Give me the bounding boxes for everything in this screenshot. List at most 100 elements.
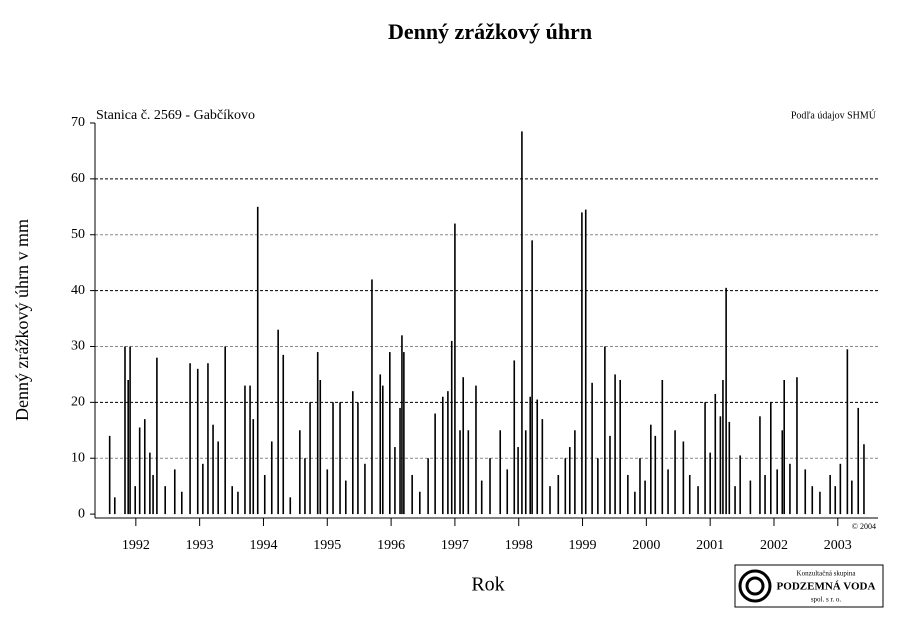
bar [319,380,322,515]
bar [581,212,583,515]
x-tick-label: 1995 [313,538,341,553]
bar [394,447,396,515]
bar [252,419,255,515]
bar [129,346,131,515]
bar [863,444,865,515]
y-axis-title: Denný zrážkový úhrn v mm [12,219,32,421]
bar [249,385,251,515]
x-tick-label: 2001 [696,538,724,553]
bar [401,335,403,515]
x-tick-label: 2003 [824,538,852,553]
station-label: Stanica č. 2569 - Gabčíkovo [96,108,255,123]
bar [609,435,611,515]
bar [783,380,785,515]
bar [441,396,444,515]
bar [682,441,685,515]
bar [379,374,382,515]
bar [289,497,292,515]
bar [644,480,646,515]
bar [189,363,191,515]
logo-text: Konzultačná skupina [797,570,857,578]
bar [667,469,669,515]
y-tick-label: 10 [71,450,85,465]
y-tick-label: 50 [71,227,85,242]
bar [316,352,319,515]
y-tick-label: 0 [78,506,85,521]
bar [277,329,279,515]
bar [309,402,311,515]
bar [506,469,509,515]
bar [108,435,111,515]
bar [138,427,141,515]
bar [427,458,429,515]
bar [728,421,731,515]
y-tick-label: 40 [71,283,85,298]
bar [749,480,752,515]
bar [536,399,539,515]
chart-title: Denný zrážkový úhrn [388,19,592,44]
bar [714,393,717,515]
bar [217,441,219,515]
x-tick-label: 2002 [760,538,788,553]
x-tick-label: 1992 [122,538,150,553]
bar [704,402,706,515]
bar [467,430,470,515]
bar [846,349,849,515]
bar [152,474,154,515]
bar [450,340,453,515]
bar [237,491,239,515]
bar [549,486,551,515]
bar [804,469,807,515]
bar [661,380,664,515]
bar [344,480,347,515]
bar [164,486,166,515]
bar [196,368,199,515]
bar [326,469,329,515]
bar [156,357,158,515]
bar [263,474,266,515]
bar [614,374,616,515]
bar [180,491,183,515]
bar [332,402,334,515]
x-tick-label: 1993 [186,538,214,553]
bar [650,424,652,515]
bar [207,363,209,515]
bar [584,209,587,515]
x-tick-label: 1994 [249,538,277,553]
bar [688,474,691,515]
logo-text: spol. s r. o. [811,596,842,604]
bar [480,480,483,515]
bar [149,452,151,515]
y-tick-label: 60 [71,171,85,186]
bar [454,223,456,515]
x-tick-label: 2000 [632,538,660,553]
bar [357,402,359,515]
bar [256,206,259,515]
bar [781,430,784,515]
x-tick-label: 1999 [569,538,597,553]
bar [173,469,176,515]
bar [462,377,465,515]
bar [475,385,477,515]
bar [270,441,273,515]
copyright: © 2004 [852,522,876,531]
x-axis-title: Rok [471,574,504,596]
bar [513,360,516,515]
bar [829,474,831,515]
bar [557,474,560,515]
bar [541,419,544,515]
bar [113,497,116,515]
bar [796,377,798,515]
logo-icon [745,576,765,596]
bar [639,458,641,515]
bar [627,474,629,515]
logo-icon [738,569,772,603]
y-tick-label: 30 [71,339,85,354]
bar [411,474,413,515]
bar [722,380,724,515]
y-tick-label: 70 [71,115,85,130]
bar [591,382,593,515]
bar [789,463,791,515]
bar [304,458,306,515]
bar [739,455,741,515]
